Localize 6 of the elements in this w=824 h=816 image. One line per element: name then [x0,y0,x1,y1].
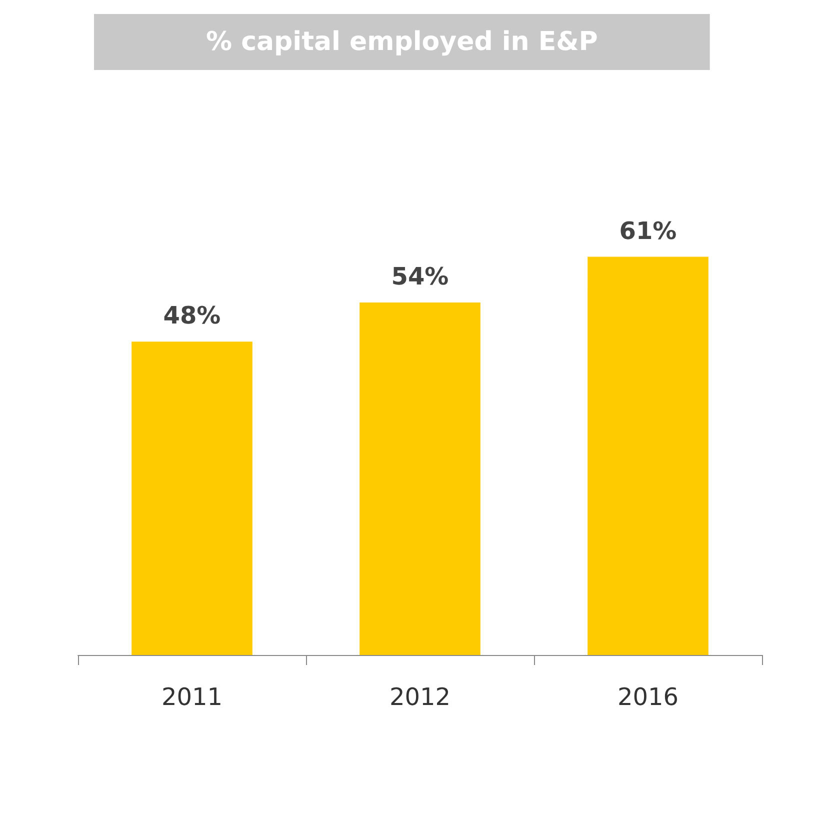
x-tick-label: 2016 [617,683,679,711]
data-label: 61% [619,216,677,245]
data-label: 54% [391,262,449,290]
x-tick-label: 2011 [161,683,223,711]
data-label: 48% [163,302,221,330]
x-tick-label: 2012 [389,683,451,711]
